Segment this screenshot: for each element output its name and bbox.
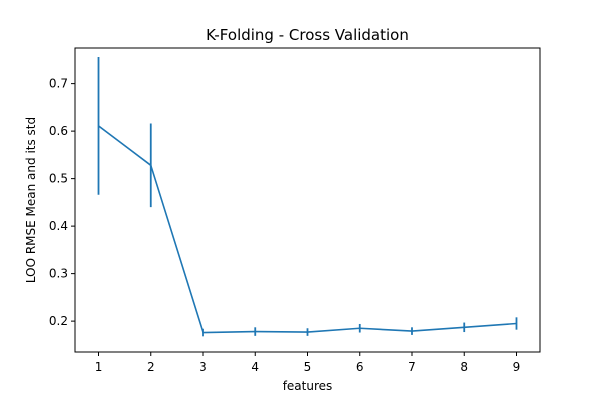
- x-tick-label: 1: [95, 360, 103, 374]
- y-tick-label: 0.3: [49, 267, 68, 281]
- x-tick-label: 8: [460, 360, 468, 374]
- x-tick-label: 6: [356, 360, 364, 374]
- plot-area: 1 2 3 4 5 6 7 8 9 0.2 0.3 0.4 0.5 0.6 0.7: [49, 47, 541, 374]
- y-tick-label: 0.6: [49, 124, 68, 138]
- x-axis-label: features: [283, 379, 333, 393]
- y-tick-label: 0.4: [49, 219, 68, 233]
- chart-title: K-Folding - Cross Validation: [206, 26, 409, 44]
- y-tick-label: 0.5: [49, 172, 68, 186]
- x-tick-label: 3: [199, 360, 207, 374]
- x-tick-label: 7: [408, 360, 416, 374]
- x-tick-label: 9: [513, 360, 521, 374]
- x-tick-label: 2: [147, 360, 155, 374]
- y-tick-label: 0.7: [49, 77, 68, 91]
- y-tick-label: 0.2: [49, 314, 68, 328]
- x-tick-label: 5: [304, 360, 312, 374]
- x-tick-label: 4: [251, 360, 259, 374]
- y-axis-label: LOO RMSE Mean and its std: [24, 117, 38, 283]
